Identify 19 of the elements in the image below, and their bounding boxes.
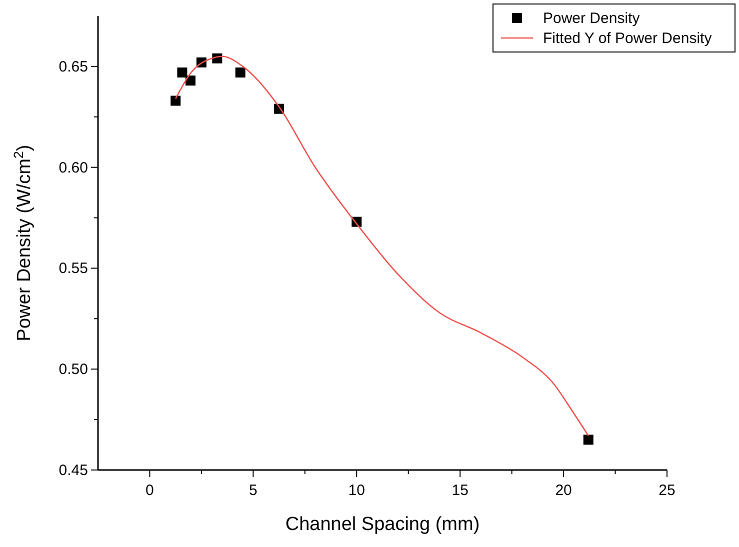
legend-label: Fitted Y of Power Density [543,30,712,47]
y-tick-label: 0.60 [58,159,88,176]
x-tick-label: 10 [348,482,365,499]
y-tick-label: 0.55 [58,260,88,278]
point [177,68,188,78]
x-tick-label: 20 [555,482,572,499]
point [583,434,594,445]
x-tick-label: 25 [658,482,676,499]
legend-label: Power Density [543,10,640,27]
x-axis-title: Channel Spacing (mm) [285,514,480,535]
point [170,96,181,106]
x-tick-label: 15 [452,482,468,499]
y-tick-label: 0.50 [58,361,88,378]
point [235,68,246,78]
point [185,76,196,86]
y-tick-label: 0.45 [58,462,88,479]
y-tick-label: 0.65 [58,58,88,76]
x-tick-label: 0 [146,482,154,499]
x-tick-label: 5 [249,482,258,499]
